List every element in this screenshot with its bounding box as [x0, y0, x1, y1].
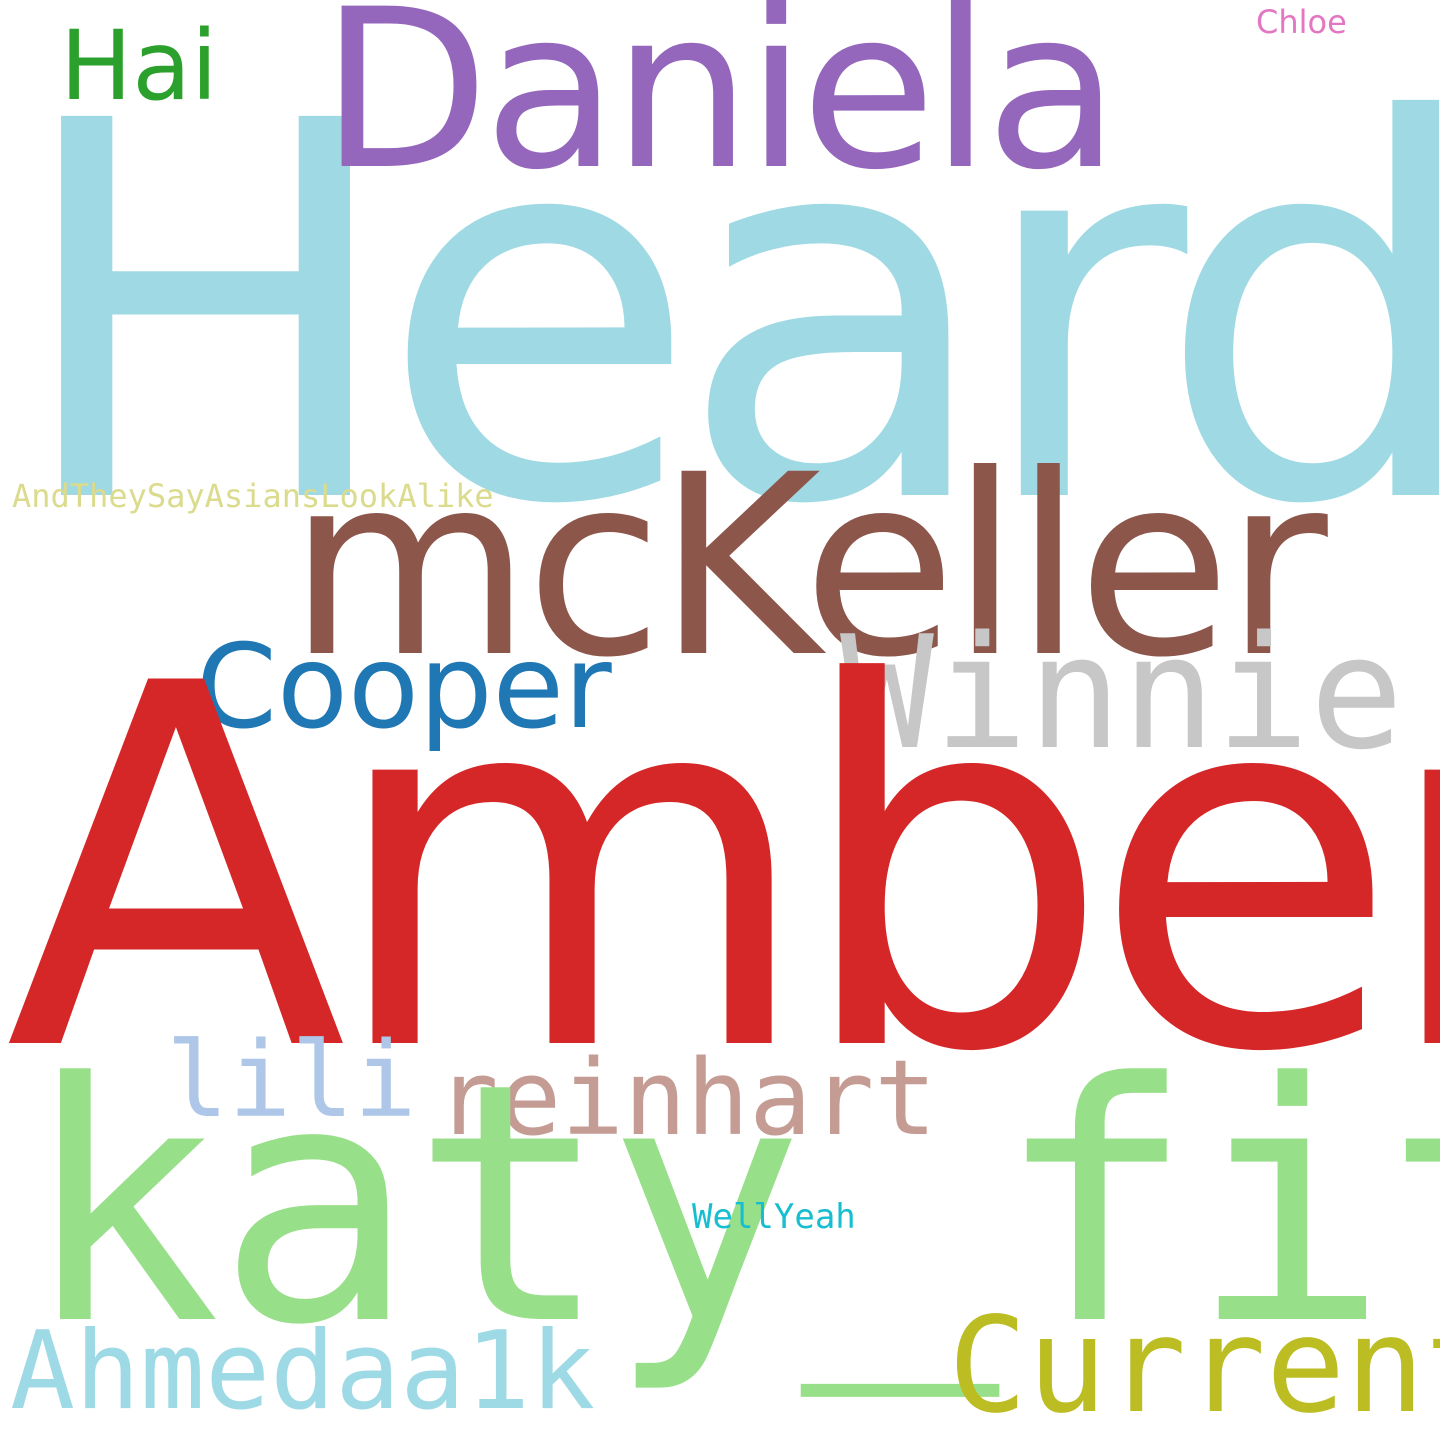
word-wellyeah: WellYeah — [692, 1197, 856, 1237]
word-amber: Amber — [5, 579, 1440, 1161]
word-chloe: Chloe — [1256, 3, 1347, 41]
word-cooper: Cooper — [196, 620, 612, 755]
word-ahmedaa1k: Ahmedaa1k — [10, 1309, 596, 1434]
word-current: Current — [948, 1289, 1440, 1440]
word-mckeller: mcKeller — [288, 421, 1328, 712]
word-hai: Hai — [60, 10, 218, 122]
word-katy-fit: katy_fit — [22, 1013, 1440, 1397]
word-winnie: Winnie — [840, 602, 1404, 784]
word-reinhart: reinhart — [436, 1037, 937, 1159]
word-daniela: Daniela — [320, 0, 1120, 218]
word-andtheysayasianslookalike: AndTheySayAsiansLookAlike — [12, 477, 494, 515]
word-heard: Heard — [10, 12, 1440, 618]
word-lili: lili — [166, 1019, 417, 1141]
